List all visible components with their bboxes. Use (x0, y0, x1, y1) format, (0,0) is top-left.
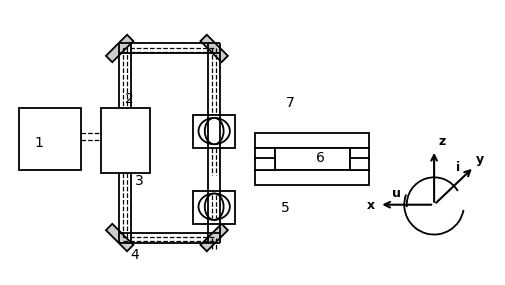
Bar (100, 108, 150, 173)
Bar (275, 148, 349, 170)
Polygon shape (200, 35, 228, 62)
Text: 3: 3 (135, 174, 144, 188)
Ellipse shape (205, 194, 224, 220)
Bar (349, 148, 370, 160)
Text: z: z (438, 135, 445, 148)
Bar (193, 115, 235, 148)
Ellipse shape (198, 194, 230, 220)
Text: 5: 5 (281, 201, 289, 215)
Polygon shape (106, 224, 133, 251)
Bar (255, 148, 275, 160)
Bar (193, 191, 235, 224)
Text: 6: 6 (316, 151, 325, 165)
Text: x: x (367, 199, 375, 212)
Bar (349, 158, 370, 170)
Bar (255, 158, 275, 170)
Text: 4: 4 (130, 248, 139, 262)
Ellipse shape (198, 118, 230, 144)
Text: i: i (456, 161, 460, 174)
Text: y: y (476, 153, 484, 166)
Text: 1: 1 (34, 135, 43, 150)
Text: 2: 2 (125, 91, 134, 105)
Polygon shape (200, 224, 228, 251)
Polygon shape (106, 35, 133, 62)
Bar (19, 108, 81, 170)
Text: 7: 7 (286, 96, 294, 110)
Text: u: u (392, 187, 401, 200)
Bar (255, 170, 370, 185)
Ellipse shape (205, 118, 224, 144)
Bar (255, 133, 370, 148)
